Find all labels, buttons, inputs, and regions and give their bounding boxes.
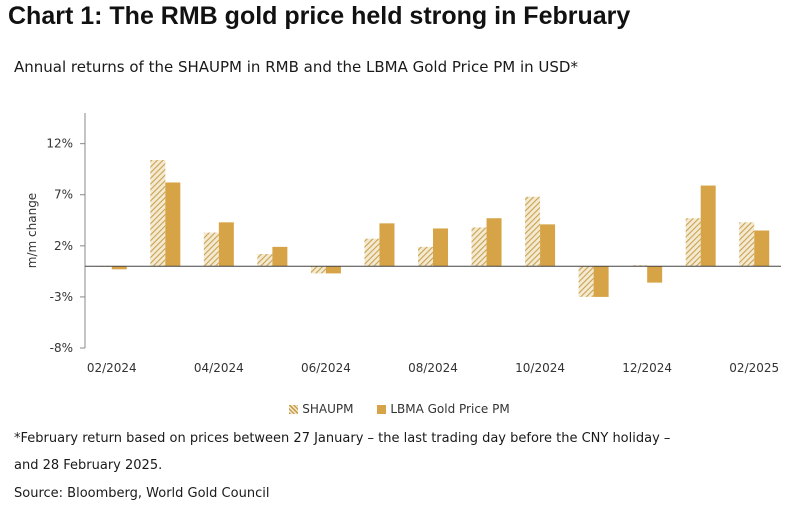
x-tick-label: 06/2024	[301, 361, 351, 375]
bar-shaupm	[739, 222, 755, 267]
bar-lbma	[540, 224, 556, 267]
chart-subtitle: Annual returns of the SHAUPM in RMB and …	[14, 58, 578, 76]
bar-shaupm	[364, 238, 380, 267]
y-tick-label: -8%	[50, 341, 73, 355]
x-tick-label: 02/2025	[729, 361, 779, 375]
bar-shaupm	[257, 254, 273, 267]
bar-lbma	[111, 266, 127, 270]
x-tick-label: 12/2024	[622, 361, 672, 375]
legend-label-shaupm: SHAUPM	[302, 402, 354, 416]
bar-shaupm	[525, 196, 541, 267]
x-tick-label: 10/2024	[515, 361, 565, 375]
bar-lbma	[486, 218, 502, 267]
legend-swatch-hatched	[289, 405, 299, 414]
legend-item-shaupm: SHAUPM	[289, 402, 354, 416]
x-tick-label: 02/2024	[87, 361, 137, 375]
bar-shaupm	[685, 218, 701, 267]
footnote-line-2: and 28 February 2025.	[14, 458, 163, 473]
chart-title: Chart 1: The RMB gold price held strong …	[8, 2, 631, 30]
bar-shaupm	[418, 246, 433, 267]
bar-shaupm	[578, 266, 594, 297]
bar-lbma	[647, 266, 663, 283]
legend-swatch-solid	[377, 405, 387, 414]
bar-shaupm	[203, 232, 219, 267]
x-tick-label: 04/2024	[194, 361, 244, 375]
y-axis-title: m/m change	[25, 193, 39, 268]
bar-shaupm	[632, 265, 648, 267]
y-tick-label: 12%	[46, 137, 73, 151]
bar-shaupm	[471, 227, 487, 267]
source-note: Source: Bloomberg, World Gold Council	[14, 486, 270, 501]
bar-lbma	[218, 222, 234, 267]
bar-lbma	[700, 185, 716, 267]
y-tick-label: 7%	[54, 188, 73, 202]
legend: SHAUPM LBMA Gold Price PM	[0, 402, 799, 416]
bar-lbma	[165, 182, 181, 267]
bar-lbma	[325, 266, 341, 274]
legend-label-lbma: LBMA Gold Price PM	[390, 402, 510, 416]
footnote-line-1: *February return based on prices between…	[14, 431, 671, 446]
bar-shaupm	[310, 266, 326, 274]
bar-lbma	[379, 223, 395, 267]
bar-lbma	[272, 246, 288, 267]
legend-item-lbma: LBMA Gold Price PM	[377, 402, 510, 416]
bar-lbma	[593, 266, 609, 297]
bar-chart: 12% 7% 2% -3% -8% m/m change 02/2024 04/2024 06/…	[25, 113, 781, 375]
plot-area: 12% 7% 2% -3% -8% m/m change 02/2024 04/2024 06/…	[25, 113, 781, 375]
y-tick-label: -3%	[50, 290, 73, 304]
bar-lbma	[433, 228, 448, 267]
bar-shaupm	[150, 160, 166, 267]
x-tick-label: 08/2024	[408, 361, 458, 375]
y-tick-label: 2%	[54, 239, 73, 253]
bar-lbma	[754, 230, 770, 267]
